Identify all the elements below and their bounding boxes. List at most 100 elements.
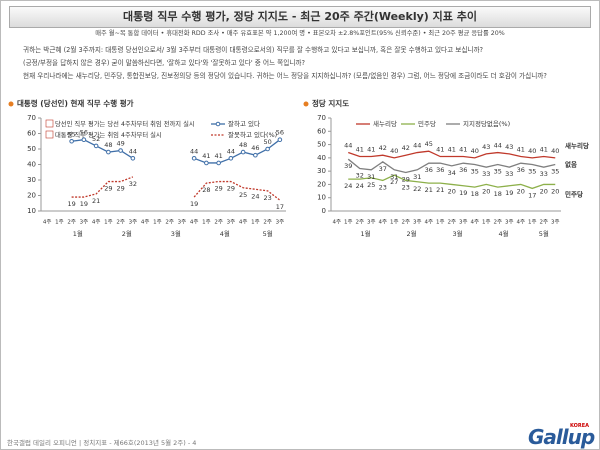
data-label: 24 — [251, 192, 259, 200]
x-tick-label: 1주 — [202, 219, 211, 226]
data-label: 29 — [116, 185, 124, 193]
data-label: 18 — [494, 190, 502, 198]
data-label: 22 — [413, 185, 421, 193]
data-label: 40 — [551, 147, 559, 155]
data-label: 29 — [104, 185, 112, 193]
data-label: 29 — [227, 185, 235, 193]
x-tick-label: 3주 — [227, 219, 236, 226]
legend-label: 잘하고 있다 — [228, 119, 260, 128]
x-tick-label: 1주 — [482, 219, 491, 226]
data-label: 32 — [129, 180, 137, 188]
data-label: 44 — [227, 147, 235, 155]
data-label: 23 — [402, 183, 410, 191]
data-label: 19 — [190, 200, 198, 208]
data-label: 23 — [379, 183, 387, 191]
data-label: 43 — [505, 143, 513, 151]
y-tick-label: 40 — [317, 154, 326, 162]
x-tick-label: 2주 — [263, 219, 272, 226]
y-tick-label: 20 — [27, 192, 36, 200]
data-label: 31 — [367, 173, 375, 181]
data-label: 29 — [214, 185, 222, 193]
data-label: 21 — [436, 186, 444, 194]
month-label: 2월 — [406, 229, 416, 238]
data-label: 42 — [379, 144, 387, 152]
data-label: 33 — [505, 170, 513, 178]
data-label: 55 — [67, 130, 75, 138]
x-tick-label: 2주 — [401, 219, 410, 226]
data-label: 45 — [425, 140, 433, 148]
x-tick-label: 2주 — [214, 219, 223, 226]
month-label: 4월 — [220, 229, 230, 238]
data-label: 25 — [239, 191, 247, 199]
point — [228, 156, 234, 161]
x-tick-label: 2주 — [355, 219, 364, 226]
data-label: 48 — [239, 141, 247, 149]
data-label: 24 — [356, 182, 364, 190]
y-tick-label: 50 — [27, 145, 36, 153]
point — [130, 156, 136, 161]
party-mark: 민주당 — [565, 189, 583, 198]
x-tick-label: 4주 — [239, 219, 248, 226]
data-label: 56 — [276, 129, 284, 137]
point — [277, 137, 283, 142]
data-label: 41 — [517, 146, 525, 154]
title-bullet — [303, 101, 309, 107]
x-tick-label: 1주 — [528, 219, 537, 226]
data-label: 41 — [202, 152, 210, 160]
data-label: 44 — [494, 142, 502, 150]
point — [106, 149, 111, 155]
x-tick-label: 4주 — [141, 219, 150, 226]
point — [240, 149, 246, 155]
y-tick-label: 10 — [27, 207, 36, 215]
data-label: 34 — [448, 169, 456, 177]
x-tick-label: 3주 — [505, 219, 514, 226]
data-label: 40 — [528, 147, 536, 155]
annotation: 대통령 직무 평가는 취임 4주차부터 실시 — [55, 130, 162, 139]
data-label: 21 — [425, 186, 433, 194]
data-label: 44 — [129, 147, 137, 155]
x-tick-label: 3주 — [367, 219, 376, 226]
data-label: 35 — [528, 168, 536, 176]
point — [191, 156, 197, 161]
data-label: 21 — [92, 197, 100, 205]
data-label: 42 — [402, 144, 410, 152]
data-label: 50 — [263, 138, 271, 146]
x-tick-label: 3주 — [129, 219, 138, 226]
data-label: 41 — [540, 146, 548, 154]
data-label: 48 — [104, 141, 112, 149]
month-label: 4월 — [498, 229, 508, 238]
x-tick-label: 4주 — [43, 219, 52, 226]
x-tick-label: 4주 — [470, 219, 479, 226]
data-label: 17 — [528, 191, 536, 199]
series-line — [348, 174, 556, 190]
y-tick-label: 0 — [322, 207, 326, 215]
data-label: 35 — [551, 168, 559, 176]
data-label: 20 — [517, 187, 525, 195]
y-tick-label: 30 — [27, 176, 36, 184]
x-tick-label: 1주 — [251, 219, 260, 226]
data-label: 19 — [67, 200, 75, 208]
point — [204, 160, 209, 166]
month-label: 5월 — [263, 229, 273, 238]
data-label: 41 — [448, 146, 456, 154]
logo: KOREA Gallup — [528, 423, 595, 449]
data-label: 44 — [344, 142, 352, 150]
y-tick-label: 70 — [27, 114, 36, 122]
data-label: 41 — [214, 152, 222, 160]
chart-title: 정당 지지도 — [312, 98, 349, 108]
annotation-box — [45, 119, 54, 128]
title-bullet — [8, 101, 14, 107]
y-tick-label: 50 — [317, 141, 326, 149]
data-label: 19 — [505, 189, 513, 197]
x-tick-label: 4주 — [92, 219, 101, 226]
x-tick-label: 3주 — [551, 219, 560, 226]
data-label: 29 — [402, 175, 410, 183]
month-label: 1월 — [73, 229, 83, 238]
data-label: 46 — [251, 144, 259, 152]
data-label: 56 — [80, 129, 88, 137]
data-label: 40 — [390, 147, 398, 155]
y-tick-label: 70 — [317, 114, 326, 122]
legend-label: 새누리당 — [373, 119, 397, 128]
